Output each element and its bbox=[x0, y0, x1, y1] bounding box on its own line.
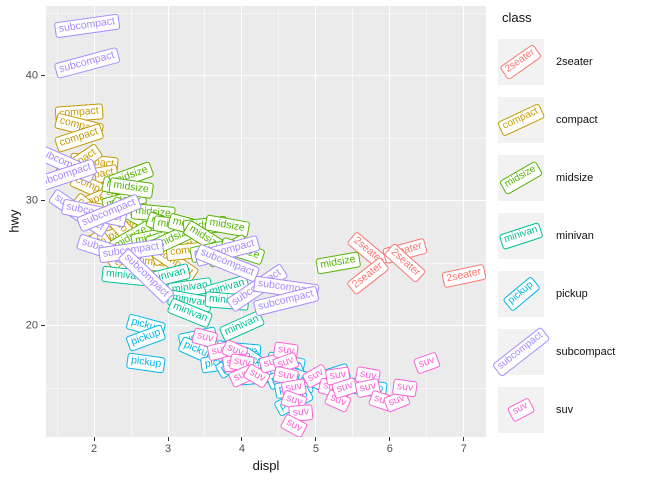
x-tick-mark bbox=[315, 437, 317, 441]
y-tick-label: 20 bbox=[25, 319, 38, 332]
x-tick-label: 6 bbox=[386, 443, 393, 455]
x-tick-mark bbox=[93, 437, 95, 441]
legend-key-midsize: midsize bbox=[498, 155, 544, 201]
legend-key-label-minivan: minivan bbox=[498, 222, 544, 250]
x-minor-gridline bbox=[426, 6, 428, 437]
legend-entry-2seater: 2seater 2seater bbox=[498, 33, 668, 91]
x-major-gridline bbox=[389, 6, 391, 437]
x-tick-label: 3 bbox=[164, 443, 172, 455]
legend-key-suv: suv bbox=[498, 387, 544, 433]
y-tick-mark bbox=[41, 325, 45, 327]
point-label-pickup: pickup bbox=[125, 352, 166, 374]
x-minor-gridline bbox=[278, 6, 280, 437]
y-minor-gridline bbox=[46, 137, 486, 139]
x-tick-mark bbox=[167, 437, 169, 441]
x-tick-mark bbox=[241, 437, 243, 441]
legend-key-minivan: minivan bbox=[498, 213, 544, 259]
legend-entry-text: 2seater bbox=[556, 56, 593, 68]
y-tick-mark bbox=[41, 75, 45, 77]
point-label-subcompact: subcompact bbox=[53, 13, 120, 39]
point-label-suv: suv bbox=[412, 351, 442, 375]
legend-key-label-subcompact: subcompact bbox=[491, 326, 551, 378]
legend-key-pickup: pickup bbox=[498, 271, 544, 317]
y-tick-mark bbox=[41, 200, 45, 202]
legend-entry-subcompact: subcompact subcompact bbox=[491, 323, 668, 381]
x-tick-label: 5 bbox=[312, 443, 319, 455]
x-minor-gridline bbox=[352, 6, 354, 437]
plot-panel: 2seater 2seater 2seater 2seater 2seater compa… bbox=[46, 6, 486, 437]
y-minor-gridline bbox=[46, 262, 486, 264]
legend-entry-text: minivan bbox=[556, 230, 594, 242]
legend-key-label-pickup: pickup bbox=[501, 276, 541, 312]
legend-entry-text: midsize bbox=[556, 172, 594, 184]
x-tick-mark bbox=[389, 437, 391, 441]
legend-entry-midsize: midsize midsize bbox=[498, 149, 668, 207]
legend-key-label-suv: suv bbox=[506, 397, 536, 423]
legend-entry-compact: compact compact bbox=[496, 91, 668, 149]
legend-key-subcompact: subcompact bbox=[491, 326, 551, 378]
legend-key-2seater: 2seater bbox=[498, 39, 544, 85]
x-tick-label: 7 bbox=[460, 443, 467, 455]
legend-entry-suv: suv suv bbox=[498, 381, 668, 439]
x-major-gridline bbox=[463, 6, 465, 437]
y-tick-label: 40 bbox=[25, 69, 38, 82]
y-minor-gridline bbox=[46, 387, 486, 389]
legend-key-label-midsize: midsize bbox=[498, 160, 544, 196]
x-tick-label: 4 bbox=[238, 443, 246, 455]
legend-entry-minivan: minivan minivan bbox=[498, 207, 668, 265]
y-major-gridline bbox=[46, 75, 486, 77]
legend-key-label-compact: compact bbox=[496, 103, 546, 137]
legend-entries: 2seater 2seater compact compact midsize midsi… bbox=[491, 33, 668, 439]
legend-entry-pickup: pickup pickup bbox=[498, 265, 668, 323]
x-minor-gridline bbox=[56, 6, 58, 437]
x-tick-label: 2 bbox=[91, 443, 98, 455]
x-tick-mark bbox=[463, 437, 465, 441]
legend-entry-text: compact bbox=[556, 114, 598, 126]
legend-title: class bbox=[502, 10, 532, 25]
y-major-gridline bbox=[46, 200, 486, 202]
legend-key-label-2seater: 2seater bbox=[499, 43, 543, 81]
legend-entry-text: pickup bbox=[556, 288, 588, 300]
y-minor-gridline bbox=[46, 12, 486, 14]
legend-key-compact: compact bbox=[496, 97, 546, 143]
x-major-gridline bbox=[315, 6, 317, 437]
y-tick-label: 30 bbox=[25, 194, 38, 207]
x-axis-title: displ bbox=[252, 458, 280, 473]
point-label-midsize: midsize bbox=[315, 251, 361, 276]
legend-entry-text: subcompact bbox=[556, 346, 616, 358]
legend-entry-text: suv bbox=[556, 404, 574, 416]
y-major-gridline bbox=[46, 325, 486, 327]
y-axis-title: hwy bbox=[6, 209, 22, 233]
legend: class 2seater 2seater compact compact midsiz… bbox=[491, 8, 668, 439]
